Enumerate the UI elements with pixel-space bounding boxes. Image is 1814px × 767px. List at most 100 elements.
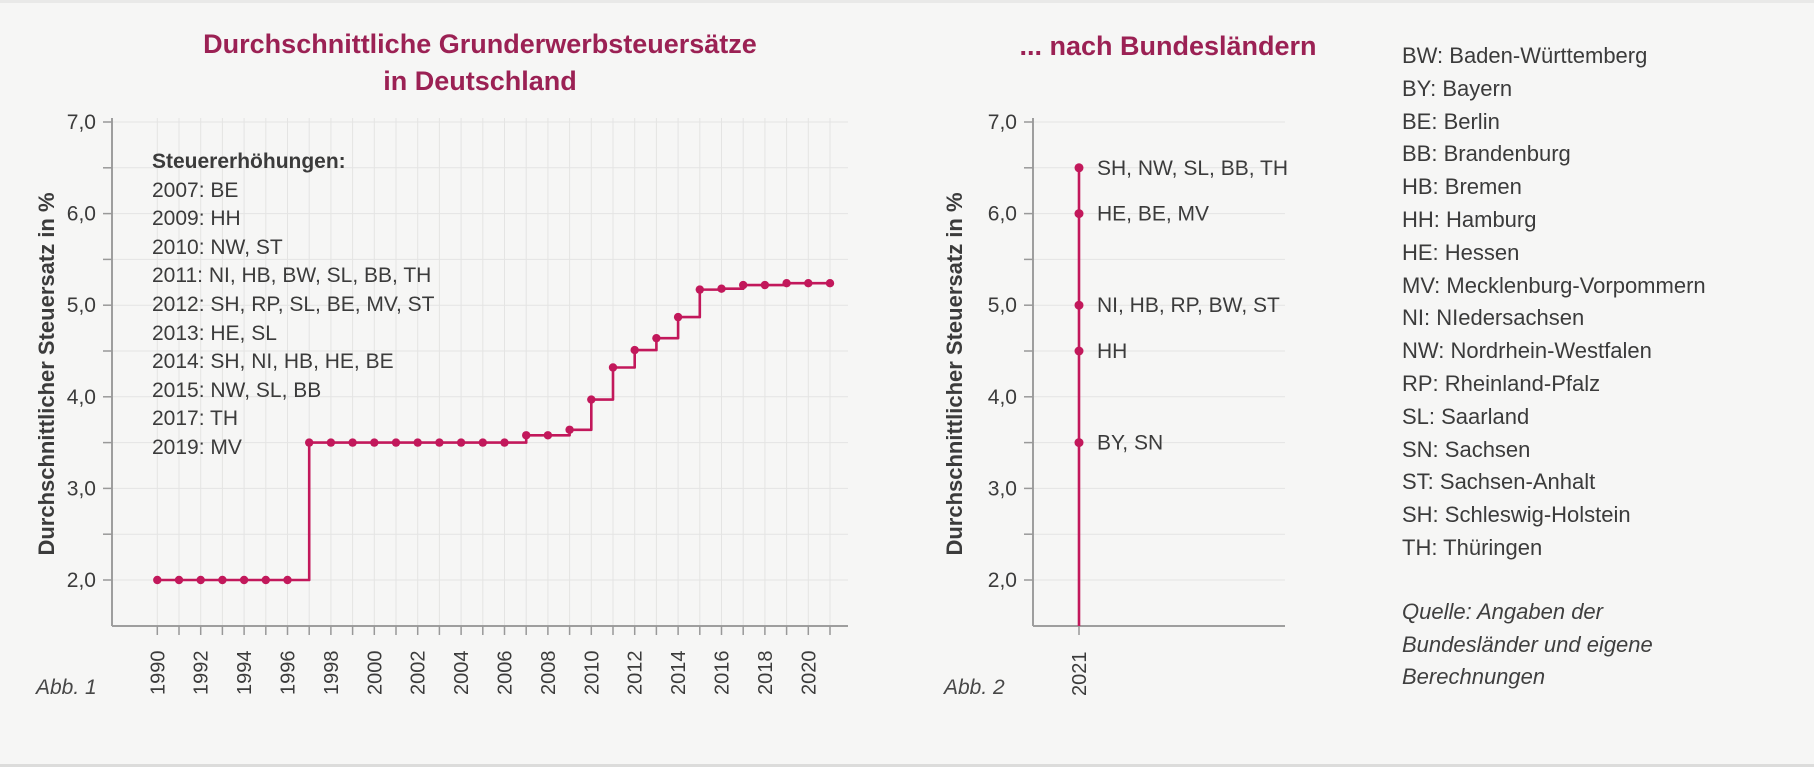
annotation-line: 2009: HH [152,207,241,231]
point-label: HH [1097,340,1127,363]
data-point [1074,163,1084,173]
legend-item: ST: Sachsen-Anhalt [1402,469,1596,495]
annotation-line: 2011: NI, HB, BW, SL, BB, TH [152,264,432,288]
data-point [565,425,574,434]
x-tick-label: 1998 [321,651,343,696]
chart1-step-chart: 2,0 3,0 4,0 5,0 6,0 7,0 1990 1992 1994 1996 1998 20… [34,111,848,696]
x-tick-label: 2002 [408,651,430,696]
y-tick-label: 4,0 [988,386,1017,409]
point-label: SH, NW, SL, BB, TH [1097,157,1288,180]
annotation-line: 2017: TH [152,407,238,431]
x-tick-label: 1992 [191,651,213,696]
x-tick-label: 2008 [538,651,560,696]
bottom-border [0,764,1814,767]
data-point [652,333,661,343]
data-point [587,395,596,404]
data-point [391,438,401,447]
data-point [630,345,639,355]
x-tick-label: 2012 [625,651,647,696]
x-tick-label: 2004 [451,651,473,696]
data-point [478,438,487,447]
data-point [717,284,726,293]
point-label: NI, HB, RP, BW, ST [1097,294,1280,317]
source-line: Bundesländer und eigene [1402,631,1653,657]
data-point [370,438,379,447]
y-tick-label: 5,0 [67,294,96,317]
data-point [196,575,205,585]
data-point [413,438,422,447]
annotation-line: 2015: NW, SL, BB [152,378,322,402]
x-tick-label: 2020 [798,651,820,696]
legend-item: SL: Saarland [1402,403,1530,429]
data-point [218,575,227,585]
y-tick-label: 7,0 [67,111,96,134]
annotation-line: 2019: MV [152,435,242,459]
data-point [673,312,683,322]
y-tick-label: 3,0 [988,477,1017,500]
legend-item: NW: Nordrhein-Westfalen [1402,338,1652,364]
legend-item: BE: Berlin [1402,108,1500,134]
legend-item: BB: Brandenburg [1402,141,1571,167]
y-tick-label: 7,0 [988,111,1017,134]
data-point [153,575,162,585]
legend-item: HB: Bremen [1402,174,1522,200]
legend-item: NI: NIedersachsen [1402,305,1585,331]
legend-item: TH: Thüringen [1402,534,1543,560]
point-label: HE, BE, MV [1097,203,1209,226]
data-point [739,280,748,290]
y-tick-label: 3,0 [67,477,96,500]
figure1-title: Durchschnittliche Grunderwerbsteuersätze… [120,26,840,100]
annotation-line: 2013: HE, SL [152,321,277,345]
source-line: Berechnungen [1402,664,1546,690]
y-tick-label: 4,0 [67,386,96,409]
x-tick-label: 2000 [364,651,386,696]
legend-item: BW: Baden-Württemberg [1402,43,1648,68]
point-label: BY, SN [1097,432,1163,455]
legend-item: HE: Hessen [1402,239,1520,265]
source-line: Quelle: Angaben der [1402,598,1603,624]
annotation-line: 2010: NW, ST [152,235,283,259]
data-point [348,438,357,447]
y-tick-label: 5,0 [988,294,1017,317]
x-tick-label: 2010 [581,651,603,696]
data-point [174,575,184,585]
data-point [500,438,509,447]
figure1-caption: Abb. 1 [36,676,97,699]
top-border [0,0,1814,3]
annotation-line: 2007: BE [152,178,239,202]
x-tick-label: 2006 [495,651,517,696]
legend-item: BY: Bayern [1402,75,1513,101]
x-tick-label: 2018 [755,651,777,696]
data-point [1074,209,1084,219]
chart2-dot-chart: 2,0 3,0 4,0 5,0 6,0 7,0 2021 Durchschnittlicher… [942,111,1288,696]
x-tick-label: 1990 [147,651,169,696]
data-point [522,431,531,440]
x-tick-label: 2016 [712,651,734,696]
y-axis-title: Durchschnittlicher Steuersatz in % [942,192,967,555]
data-point [1074,438,1084,448]
figure1-title-line2: in Deutschland [383,66,577,96]
legend-item: SH: Schleswig-Holstein [1402,502,1631,528]
data-point [305,438,314,447]
data-point [543,431,553,440]
data-point [804,279,813,288]
state-abbreviation-legend: BW: Baden-Württemberg BY: Bayern BE: Berli… [1402,40,1706,694]
y-tick-label: 6,0 [67,203,96,226]
y-tick-label: 2,0 [67,569,96,592]
data-point [239,575,249,585]
data-point [608,363,618,372]
y-tick-label: 6,0 [988,203,1017,226]
annotation-heading: Steuererhöhungen: [152,150,346,173]
tax-increase-annotation: Steuererhöhungen: 2007: BE 2009: HH 2010: … [152,148,434,463]
legend-items: BW: Baden-Württemberg BY: Bayern BE: Berli… [1402,40,1706,565]
data-point [1074,346,1084,356]
figure1-title-line1: Durchschnittliche Grunderwerbsteuersätze [203,29,757,59]
data-point [261,575,270,585]
y-axis-title: Durchschnittlicher Steuersatz in % [34,192,59,555]
figure2-caption: Abb. 2 [944,676,1005,699]
data-point [825,279,835,288]
data-point [1074,300,1084,310]
data-point [456,438,466,447]
legend-item: HH: Hamburg [1402,206,1537,232]
annotation-line: 2014: SH, NI, HB, HE, BE [152,350,394,374]
